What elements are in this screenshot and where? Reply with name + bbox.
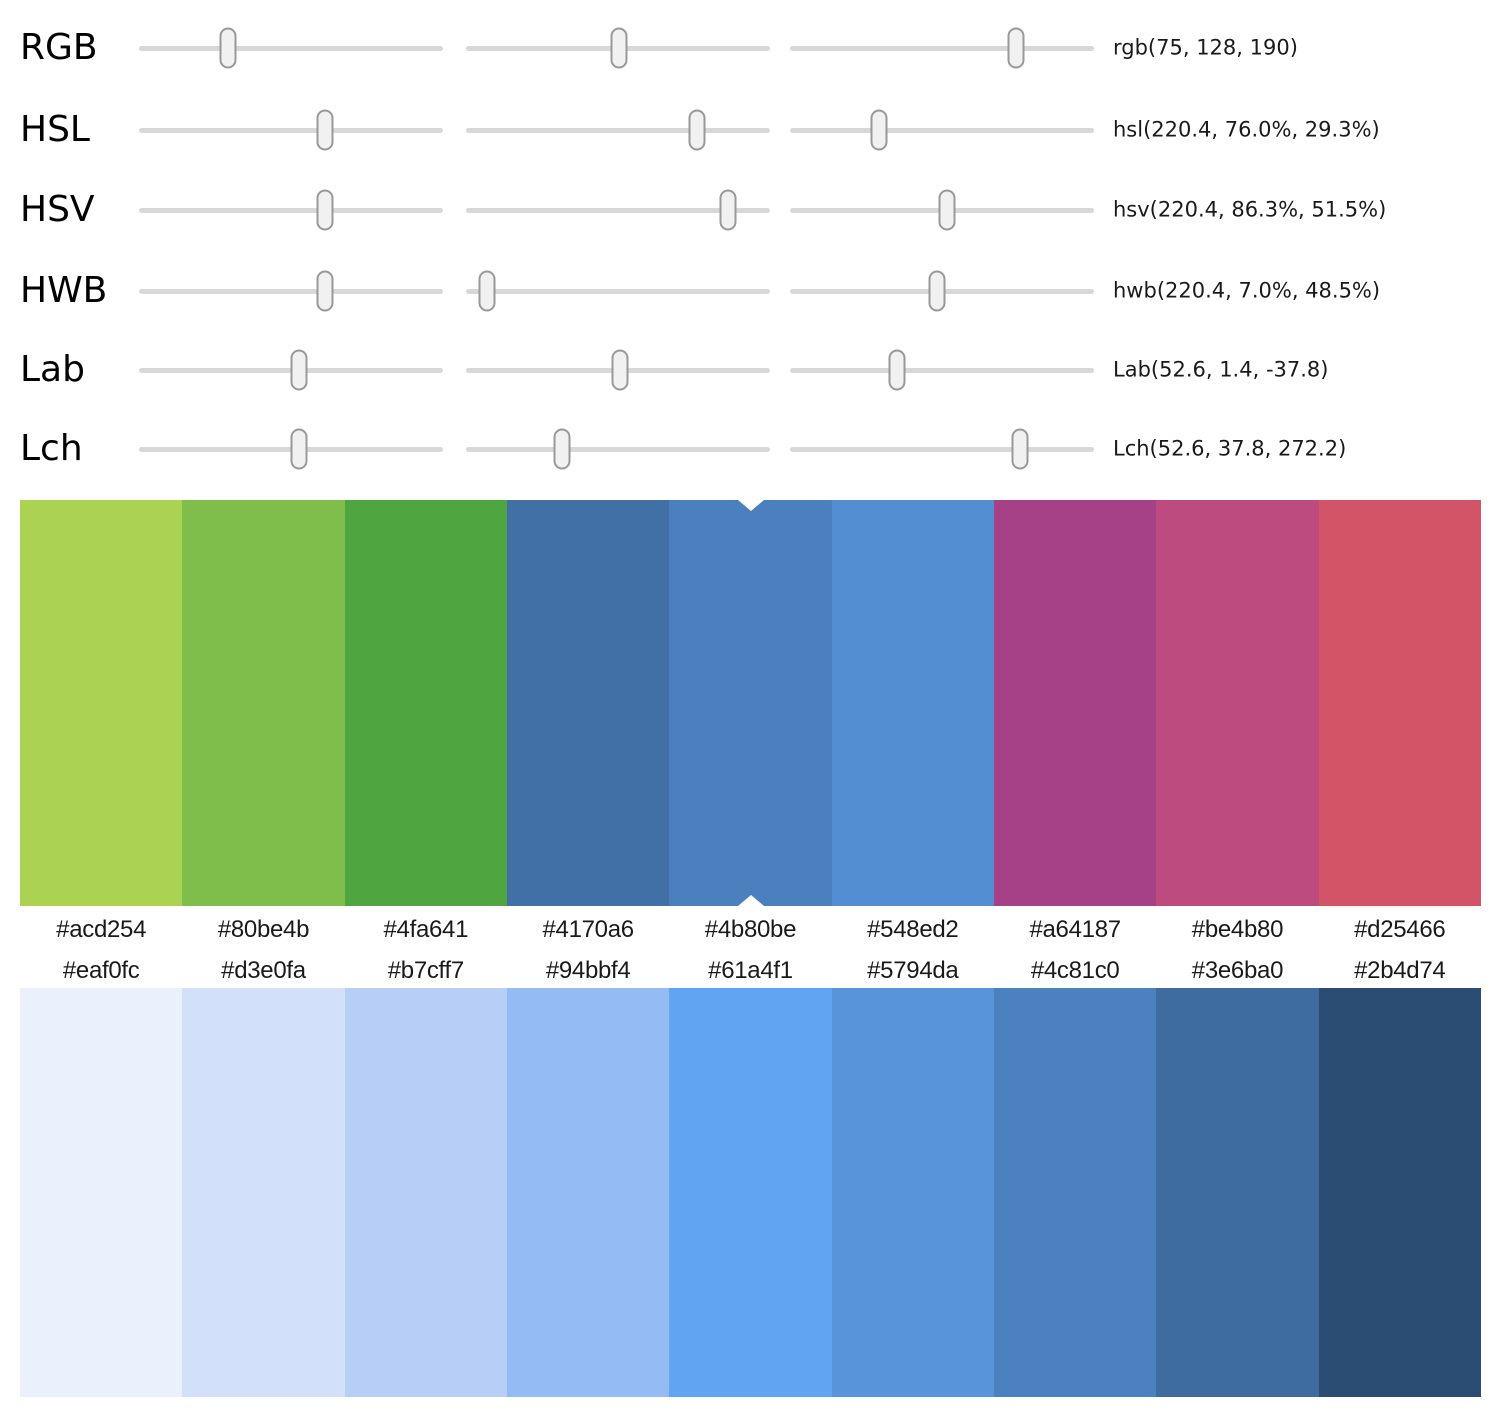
row-value-lch: Lch(52.6, 37.8, 272.2) [1113, 436, 1347, 461]
slider-track[interactable] [790, 189, 1094, 231]
palette-top-swatch[interactable] [182, 500, 345, 906]
palette-bottom-swatch[interactable] [344, 988, 507, 1397]
palette-strip-bottom [20, 988, 1481, 1397]
hex-code-label: #4fa641 [383, 915, 469, 943]
slider-handle[interactable] [870, 109, 888, 151]
slider-handle[interactable] [478, 270, 496, 312]
slider-handle[interactable] [610, 27, 628, 69]
slider-handle[interactable] [553, 428, 571, 470]
slider-track[interactable] [466, 27, 770, 69]
palette-strip-top [20, 500, 1481, 906]
slider-handle[interactable] [888, 349, 906, 391]
hex-code-label: #be4b80 [1191, 915, 1284, 943]
palette-bottom-swatch[interactable] [669, 988, 832, 1397]
hex-code-label: #2b4d74 [1354, 956, 1446, 984]
hex-code-label: #d25466 [1354, 915, 1446, 943]
slider-track[interactable] [790, 428, 1094, 470]
slider-handle[interactable] [316, 270, 334, 312]
slider-handle[interactable] [611, 349, 629, 391]
palette-top-swatch[interactable] [1318, 500, 1481, 906]
hex-labels-top: #acd254 #80be4b #4fa641 #4170a6 #4b80be #548e… [20, 906, 1481, 953]
slider-track[interactable] [139, 349, 443, 391]
hex-code-label: #4170a6 [542, 915, 634, 943]
slider-handle[interactable] [938, 189, 956, 231]
slider-track[interactable] [466, 349, 770, 391]
slider-track[interactable] [466, 428, 770, 470]
slider-track[interactable] [790, 270, 1094, 312]
hex-code-label: #94bbf4 [545, 956, 631, 984]
palette-top-swatch[interactable] [993, 500, 1157, 906]
slider-handle[interactable] [928, 270, 946, 312]
row-label-hsl: HSL [20, 109, 90, 150]
slider-track[interactable] [790, 109, 1094, 151]
palette-bottom-swatch[interactable] [993, 988, 1157, 1397]
row-value-lab: Lab(52.6, 1.4, -37.8) [1113, 357, 1329, 382]
slider-track[interactable] [139, 189, 443, 231]
slider-track[interactable] [466, 270, 770, 312]
palette-bottom-swatch[interactable] [20, 988, 183, 1397]
row-label-hsv: HSV [20, 189, 95, 230]
palette-top-swatch[interactable] [20, 500, 183, 906]
slider-track[interactable] [466, 109, 770, 151]
hex-code-label: #b7cff7 [387, 956, 465, 984]
row-value-hsv: hsv(220.4, 86.3%, 51.5%) [1113, 197, 1387, 222]
row-label-lch: Lch [20, 428, 83, 469]
slider-handle[interactable] [1007, 27, 1025, 69]
palette-top-swatch[interactable] [669, 500, 832, 906]
palette-top-swatch[interactable] [344, 500, 507, 906]
palette-bottom-swatch[interactable] [1318, 988, 1481, 1397]
slider-track[interactable] [139, 270, 443, 312]
slider-handle[interactable] [719, 189, 737, 231]
palette-top-swatch[interactable] [1156, 500, 1319, 906]
palette-bottom-swatch[interactable] [1156, 988, 1319, 1397]
palette-bottom-swatch[interactable] [182, 988, 345, 1397]
hex-code-label: #a64187 [1029, 915, 1121, 943]
row-label-rgb: RGB [20, 27, 98, 68]
hex-code-label: #548ed2 [867, 915, 959, 943]
slider-handle[interactable] [290, 428, 308, 470]
palette-bottom-swatch[interactable] [831, 988, 994, 1397]
slider-track[interactable] [139, 428, 443, 470]
slider-handle[interactable] [1011, 428, 1029, 470]
hex-code-label: #4c81c0 [1030, 956, 1120, 984]
slider-track[interactable] [790, 27, 1094, 69]
hex-code-label: #eaf0fc [62, 956, 140, 984]
palette-top-swatch[interactable] [506, 500, 670, 906]
slider-handle[interactable] [688, 109, 706, 151]
hex-code-label: #4b80be [704, 915, 797, 943]
hex-code-label: #80be4b [217, 915, 310, 943]
row-label-lab: Lab [20, 349, 85, 390]
row-value-rgb: rgb(75, 128, 190) [1113, 35, 1298, 60]
hex-code-label: #d3e0fa [221, 956, 306, 984]
palette-bottom-swatch[interactable] [506, 988, 670, 1397]
palette-top-swatch[interactable] [831, 500, 994, 906]
hex-code-label: #5794da [867, 956, 959, 984]
row-value-hsl: hsl(220.4, 76.0%, 29.3%) [1113, 117, 1380, 142]
slider-handle[interactable] [290, 349, 308, 391]
hex-code-label: #3e6ba0 [1191, 956, 1284, 984]
row-label-hwb: HWB [20, 270, 108, 311]
hex-code-label: #61a4f1 [708, 956, 793, 984]
slider-handle[interactable] [219, 27, 237, 69]
hex-code-label: #acd254 [56, 915, 147, 943]
slider-handle[interactable] [316, 109, 334, 151]
row-value-hwb: hwb(220.4, 7.0%, 48.5%) [1113, 278, 1381, 303]
slider-track[interactable] [466, 189, 770, 231]
slider-track[interactable] [139, 109, 443, 151]
slider-track[interactable] [139, 27, 443, 69]
slider-track[interactable] [790, 349, 1094, 391]
slider-handle[interactable] [316, 189, 334, 231]
hex-labels-bottom: #eaf0fc #d3e0fa #b7cff7 #94bbf4 #61a4f1 #5794… [20, 953, 1481, 988]
